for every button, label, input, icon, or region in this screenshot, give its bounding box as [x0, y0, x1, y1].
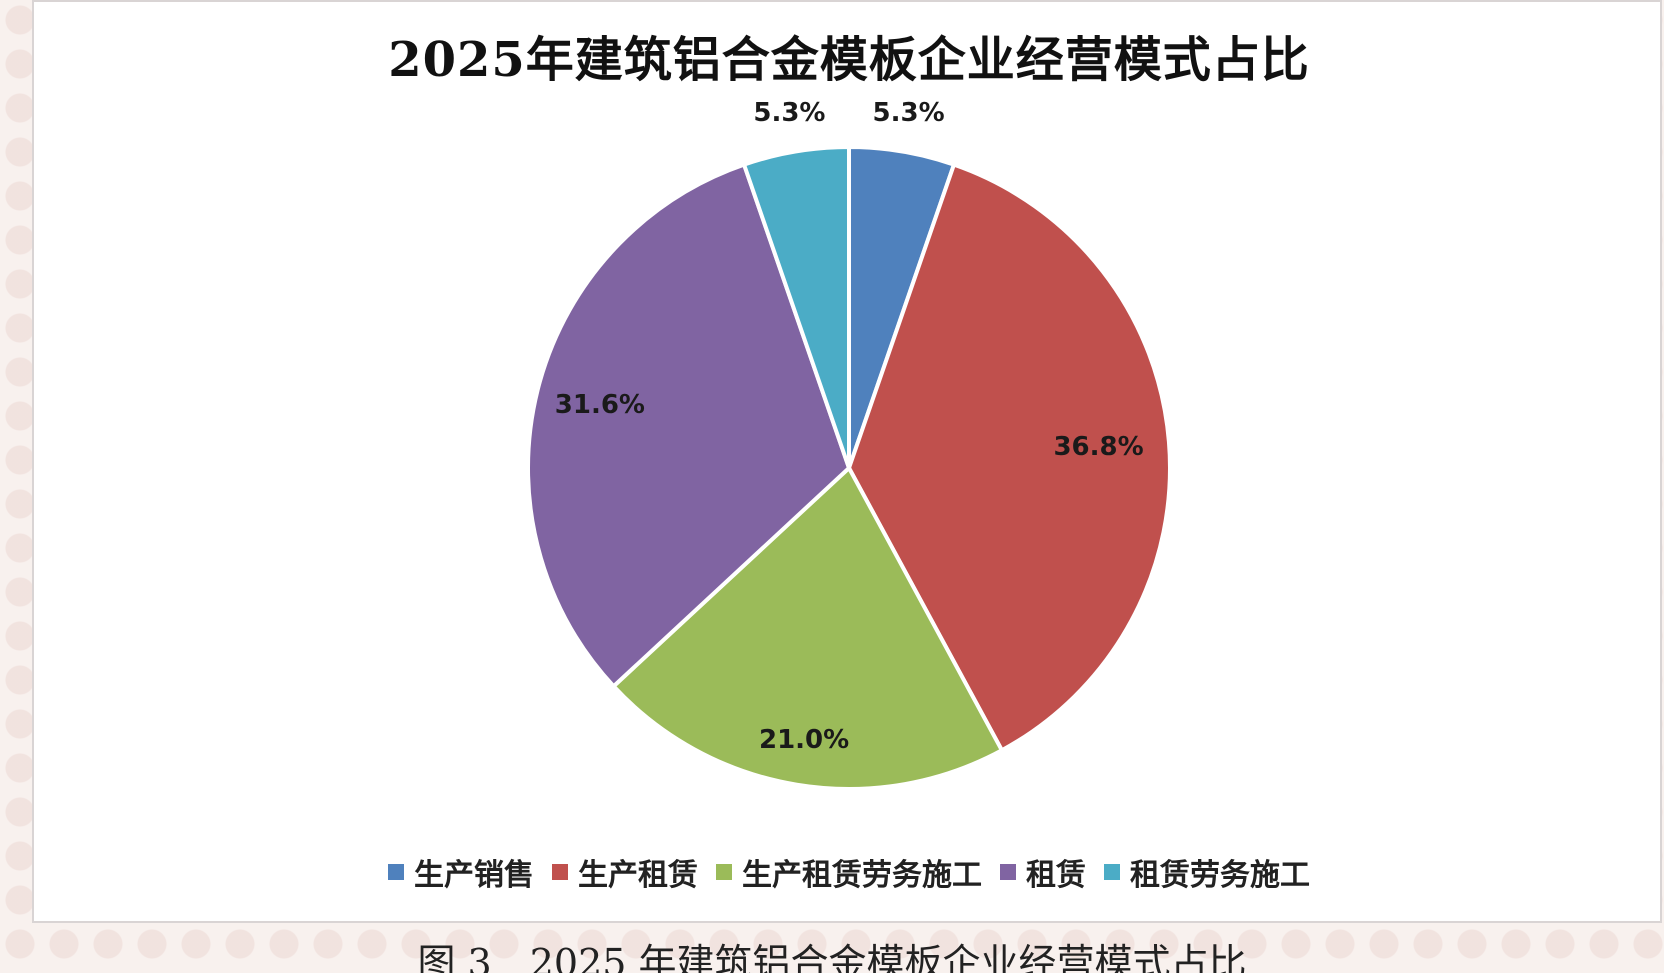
legend-label-2: 生产租赁: [578, 858, 698, 893]
legend-swatch-4: [1000, 864, 1016, 880]
legend-swatch-3: [716, 864, 732, 880]
legend-item-1: 生产销售: [388, 850, 534, 894]
legend-swatch-1: [388, 864, 404, 880]
legend-swatch-2: [552, 864, 568, 880]
pie-slice-4: [526, 162, 852, 690]
chart-legend: 生产销售 生产租赁 生产租赁劳务施工 租赁 租赁劳务施工: [34, 850, 1664, 894]
legend-label-5: 租赁劳务施工: [1130, 858, 1310, 893]
pie-data-label-3: 21.0%: [759, 725, 849, 755]
legend-item-4: 租赁: [1000, 850, 1086, 894]
pie-data-label-4: 31.6%: [555, 390, 645, 420]
chart-card: 2025年建筑铝合金模板企业经营模式占比 5.3% 36.8% 21.0% 31.6%…: [32, 0, 1662, 923]
pie-slice-3: [610, 464, 1005, 791]
legend-item-2: 生产租赁: [552, 850, 698, 894]
legend-label-3: 生产租赁劳务施工: [742, 858, 982, 893]
pie-slice-2: [846, 162, 1172, 753]
legend-item-3: 生产租赁劳务施工: [716, 850, 982, 894]
pie-chart: 5.3% 36.8% 21.0% 31.6% 5.3%: [526, 98, 1172, 791]
pie-data-label-2: 36.8%: [1053, 432, 1143, 462]
chart-title: 2025年建筑铝合金模板企业经营模式占比: [388, 32, 1310, 88]
pie-data-label-5: 5.3%: [753, 98, 825, 128]
pie-data-label-1: 5.3%: [873, 98, 945, 128]
legend-swatch-5: [1104, 864, 1120, 880]
pie-slice-5: [741, 144, 851, 469]
figure-caption: 图 3 2025 年建筑铝合金模板企业经营模式占比: [417, 941, 1247, 973]
legend-item-5: 租赁劳务施工: [1104, 850, 1310, 894]
legend-label-4: 租赁: [1026, 858, 1086, 893]
legend-label-1: 生产销售: [414, 858, 534, 893]
